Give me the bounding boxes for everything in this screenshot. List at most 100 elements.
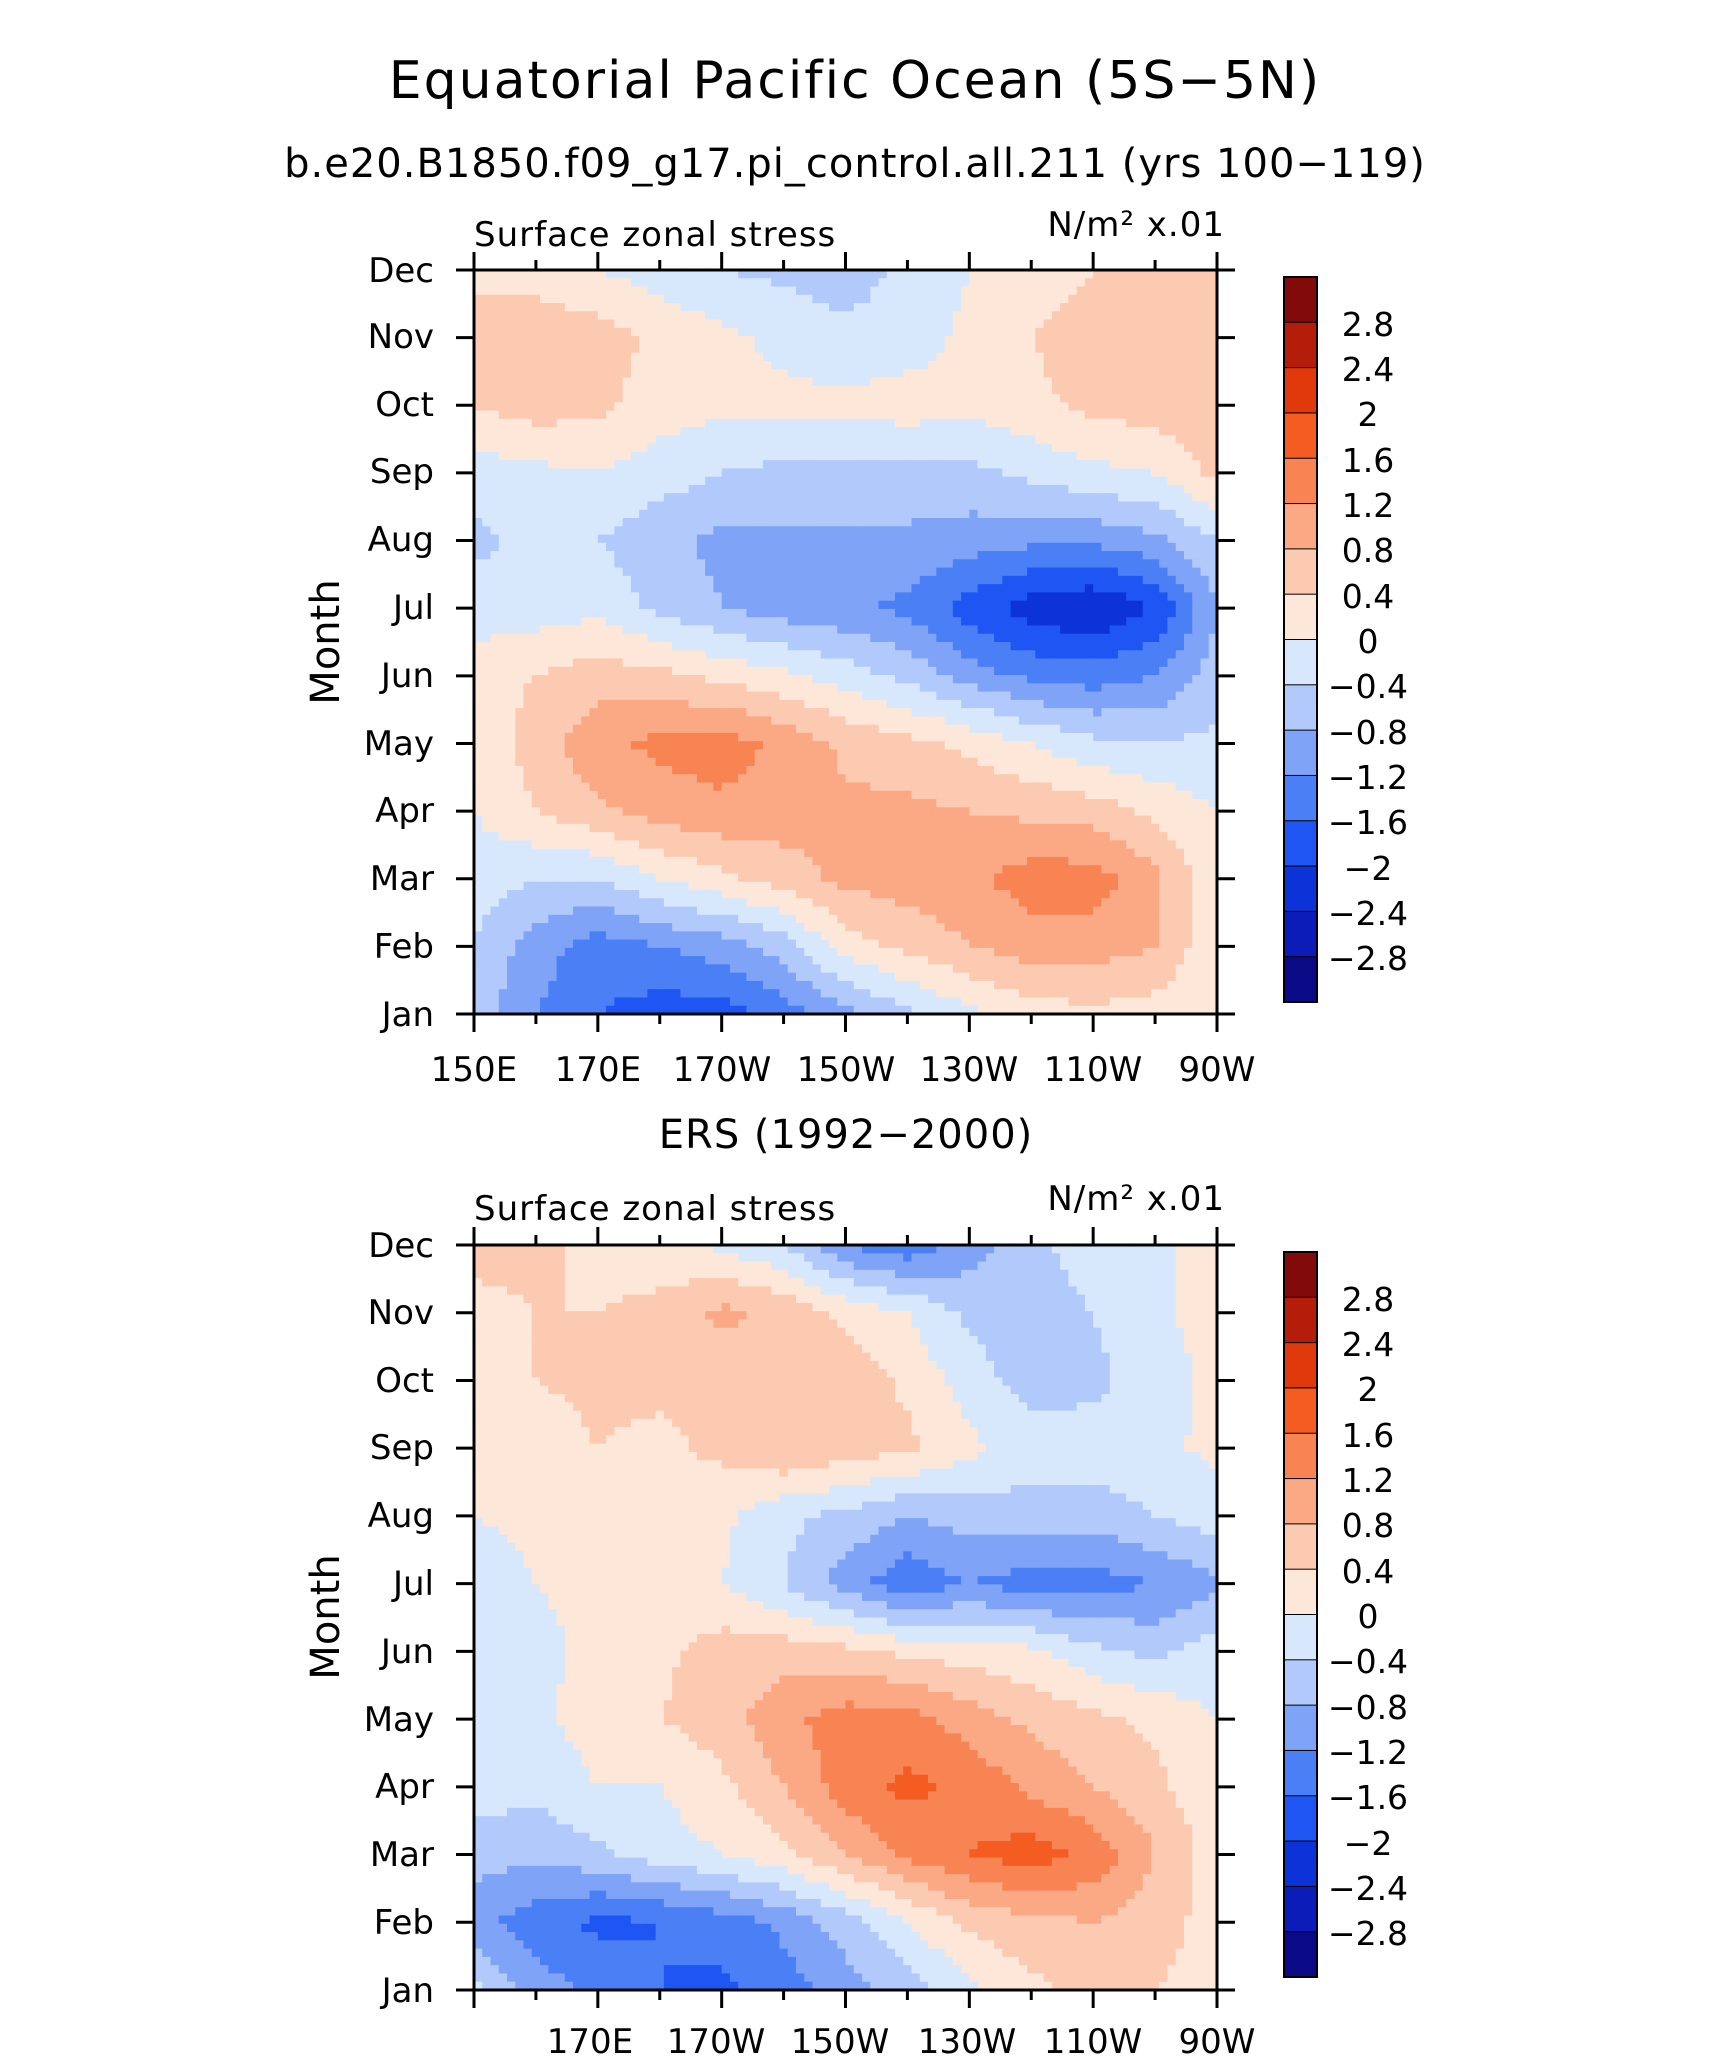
heatmap-cell (961, 385, 970, 395)
heatmap-cell (688, 460, 698, 469)
heatmap-cell (820, 551, 830, 560)
heatmap-cell (498, 633, 508, 643)
heatmap-cell (1051, 303, 1061, 312)
heatmap-cell (655, 501, 665, 511)
heatmap-cell (1117, 658, 1127, 668)
heatmap-cell (589, 675, 599, 684)
heatmap-cell (903, 551, 913, 560)
heatmap-cell (985, 683, 995, 693)
heatmap-cell (1002, 691, 1012, 701)
heatmap-cell (573, 352, 582, 362)
heatmap-cell (647, 270, 657, 279)
heatmap-cell (1183, 625, 1193, 635)
heatmap-cell (845, 559, 855, 569)
heatmap-cell (672, 600, 681, 610)
heatmap-cell (1084, 575, 1094, 585)
heatmap-cell (944, 410, 954, 420)
heatmap-cell (515, 509, 525, 519)
heatmap-cell (705, 584, 715, 593)
heatmap-cell (713, 559, 723, 569)
heatmap-cell (738, 360, 748, 370)
heatmap-cell (1076, 435, 1086, 445)
heatmap-cell (969, 270, 979, 279)
heatmap-cell (1068, 394, 1078, 403)
heatmap-cell (1183, 418, 1193, 428)
panel-model: Surface zonal stress N/m² x.01 Jan Feb M… (303, 205, 1408, 1090)
heatmap-cell (738, 699, 748, 709)
heatmap-cell (663, 294, 673, 304)
heatmap-cell (738, 509, 748, 519)
heatmap-cell (977, 633, 987, 643)
heatmap-cell (1150, 369, 1160, 379)
heatmap-cell (639, 542, 648, 552)
heatmap-cell (1159, 427, 1169, 436)
heatmap-cell (1150, 385, 1160, 395)
heatmap-cell (564, 319, 574, 329)
heatmap-cell (1010, 600, 1020, 610)
heatmap-cell (969, 559, 979, 569)
heatmap-cell (779, 418, 789, 428)
heatmap-cell (1167, 476, 1177, 486)
heatmap-cell (1084, 567, 1094, 577)
heatmap-cell (853, 509, 863, 519)
heatmap-cell (688, 278, 698, 288)
heatmap-cell (531, 542, 541, 552)
heatmap-cell (490, 666, 500, 676)
heatmap-cell (1167, 716, 1177, 726)
heatmap-cell (853, 352, 863, 362)
heatmap-cell (1018, 600, 1028, 610)
heatmap-cell (1101, 650, 1111, 660)
heatmap-cell (1200, 567, 1210, 577)
heatmap-cell (705, 592, 715, 602)
heatmap-cell (672, 377, 681, 387)
heatmap-cell (1101, 642, 1111, 651)
heatmap-cell (1051, 526, 1061, 536)
heatmap-cell (1175, 451, 1185, 461)
heatmap-cell (1117, 518, 1127, 527)
heatmap-cell (746, 493, 756, 503)
heatmap-cell (771, 708, 781, 717)
heatmap-cell (729, 385, 739, 395)
heatmap-cell (672, 327, 681, 337)
heatmap-cell (837, 360, 847, 370)
heatmap-cell (548, 443, 558, 453)
heatmap-cell (820, 402, 830, 412)
heatmap-cell (952, 303, 962, 312)
heatmap-cell (672, 360, 681, 370)
heatmap-cell (1043, 501, 1053, 511)
heatmap-cell (647, 666, 657, 676)
heatmap-cell (540, 600, 549, 610)
heatmap-cell (1010, 311, 1020, 321)
heatmap-cell (1142, 691, 1152, 701)
heatmap-cell (507, 468, 516, 478)
heatmap-cell (985, 617, 995, 627)
heatmap-cell (490, 336, 500, 345)
heatmap-cell (994, 699, 1003, 709)
heatmap-cell (1167, 385, 1177, 395)
heatmap-cell (985, 551, 995, 560)
heatmap-cell (589, 650, 599, 660)
heatmap-cell (1084, 493, 1094, 503)
heatmap-cell (1117, 575, 1127, 585)
heatmap-cell (1126, 542, 1136, 552)
heatmap-cell (581, 559, 591, 569)
heatmap-cell (1159, 410, 1169, 420)
heatmap-cell (779, 625, 789, 635)
heatmap-cell (754, 319, 764, 329)
heatmap-cell (630, 435, 640, 445)
heatmap-cell (498, 650, 508, 660)
heatmap-cell (672, 427, 681, 436)
heatmap-cell (474, 501, 483, 511)
heatmap-cell (1192, 443, 1202, 453)
heatmap-cell (1084, 625, 1094, 635)
heatmap-cell (919, 716, 929, 726)
heatmap-cell (952, 600, 962, 610)
heatmap-cell (647, 501, 657, 511)
heatmap-cell (1175, 559, 1185, 569)
heatmap-cell (515, 352, 525, 362)
heatmap-cell (952, 476, 962, 486)
heatmap-cell (771, 286, 781, 296)
heatmap-cell (1101, 286, 1111, 296)
heatmap-cell (754, 724, 764, 734)
heatmap-cell (589, 509, 599, 519)
